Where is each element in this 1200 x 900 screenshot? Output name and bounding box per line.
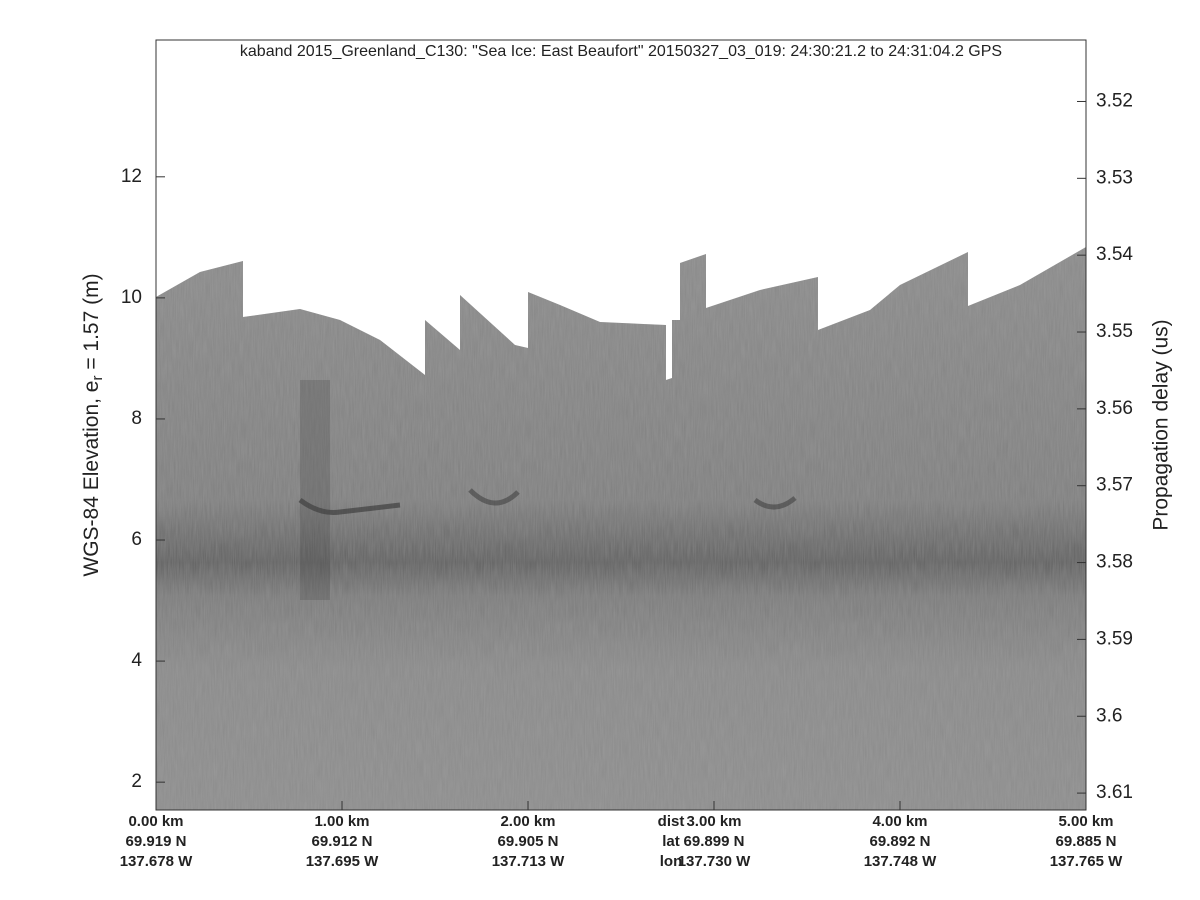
row-label: lon [660, 853, 683, 870]
y-tick-label: 8 [131, 408, 142, 429]
x-tick-label: 5.00 km [1058, 813, 1113, 830]
y2-tick-label: 3.52 [1096, 90, 1133, 111]
lat-label: 69.892 N [870, 833, 931, 850]
chart-title: kaband 2015_Greenland_C130: "Sea Ice: Ea… [240, 43, 1002, 60]
row-label: lat [662, 833, 680, 850]
x-tick-label: 1.00 km [314, 813, 369, 830]
y2-tick-label: 3.6 [1096, 705, 1122, 726]
x-tick-label: 3.00 km [686, 813, 741, 830]
x-tick-label: 0.00 km [128, 813, 183, 830]
y-axis-label-tail: = 1.57 (m) [80, 273, 103, 375]
y-tick-label: 12 [121, 166, 142, 187]
y2-tick-label: 3.61 [1096, 782, 1133, 803]
plot-frame [155, 39, 1087, 811]
y-axis-label: WGS-84 Elevation, er = 1.57 (m) [80, 273, 106, 576]
y-tick-label: 6 [131, 529, 142, 550]
lon-label: 137.713 W [492, 853, 565, 870]
echogram [156, 247, 1086, 810]
lat-label: 69.885 N [1056, 833, 1117, 850]
x-tick-label: 4.00 km [872, 813, 927, 830]
lon-label: 137.695 W [306, 853, 379, 870]
y-tick-label: 2 [131, 771, 142, 792]
y2-tick-label: 3.53 [1096, 167, 1133, 188]
y2-tick-label: 3.59 [1096, 628, 1133, 649]
lat-label: 69.905 N [498, 833, 559, 850]
lat-label: 69.919 N [126, 833, 187, 850]
lat-label: 69.912 N [312, 833, 373, 850]
lon-label: 137.678 W [120, 853, 193, 870]
row-label: dist [658, 813, 685, 830]
y2-tick-label: 3.54 [1096, 244, 1133, 265]
y-tick-label: 10 [121, 287, 142, 308]
lon-label: 137.765 W [1050, 853, 1123, 870]
y2-tick-label: 3.56 [1096, 398, 1133, 419]
y-tick-label: 4 [131, 650, 142, 671]
lon-label: 137.730 W [678, 853, 751, 870]
y-axis-label-sub: r [89, 376, 106, 381]
y2-tick-label: 3.57 [1096, 475, 1133, 496]
y2-tick-label: 3.55 [1096, 321, 1133, 342]
y2-axis-label: Propagation delay (us) [1150, 319, 1173, 530]
y-axis-label-main: WGS-84 Elevation, e [80, 381, 103, 577]
x-tick-label: 2.00 km [500, 813, 555, 830]
lon-label: 137.748 W [864, 853, 937, 870]
y2-tick-label: 3.58 [1096, 552, 1133, 573]
lat-label: 69.899 N [684, 833, 745, 850]
